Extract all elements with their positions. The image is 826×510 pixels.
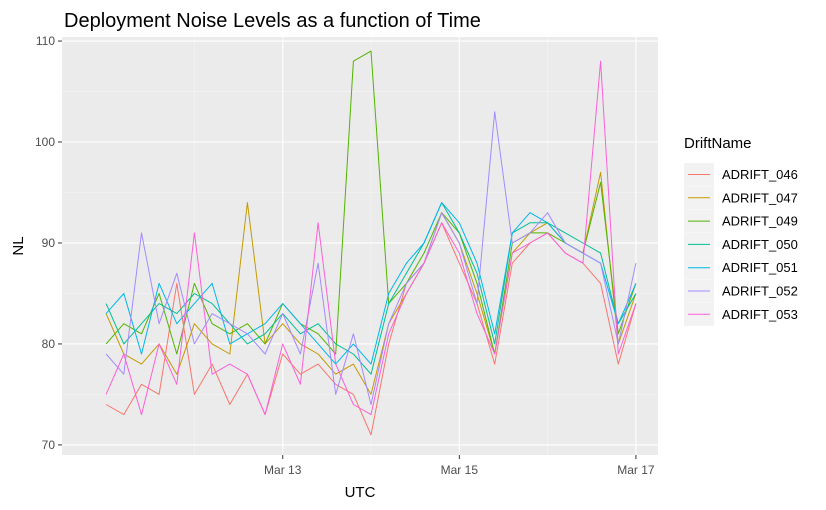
legend-title: DriftName [684,135,752,152]
x-axis-title: UTC [345,484,376,501]
x-tick-label: Mar 17 [617,463,655,477]
legend-label: ADRIFT_051 [722,260,798,275]
series-line-adrift-052 [105,111,637,405]
legend: DriftName ADRIFT_046 ADRIFT_047 ADRIFT_049… [684,135,798,326]
series-line-adrift-053 [105,60,637,416]
minor-grid [62,37,658,455]
y-tick-label: 110 [36,34,55,48]
legend-label: ADRIFT_052 [722,284,798,299]
y-axis: 70 80 90 100 110 [35,34,62,452]
y-tick-label: 70 [42,438,56,452]
legend-label: ADRIFT_047 [722,190,798,205]
chart-title: Deployment Noise Levels as a function of… [64,10,481,32]
legend-label: ADRIFT_053 [722,307,798,322]
series-lines [105,50,637,436]
y-tick-label: 90 [42,236,56,250]
major-grid [62,37,658,455]
legend-label: ADRIFT_049 [722,214,798,229]
legend-label: ADRIFT_050 [722,237,798,252]
plot-panel [62,37,658,455]
y-axis-title: NL [10,236,27,255]
y-tick-label: 80 [42,337,56,351]
x-tick-label: Mar 15 [441,463,479,477]
x-axis: Mar 13 Mar 15 Mar 17 [264,455,655,477]
x-tick-label: Mar 13 [264,463,302,477]
series-line-adrift-051 [105,202,637,365]
legend-label: ADRIFT_046 [722,167,798,182]
y-tick-label: 100 [35,135,55,149]
